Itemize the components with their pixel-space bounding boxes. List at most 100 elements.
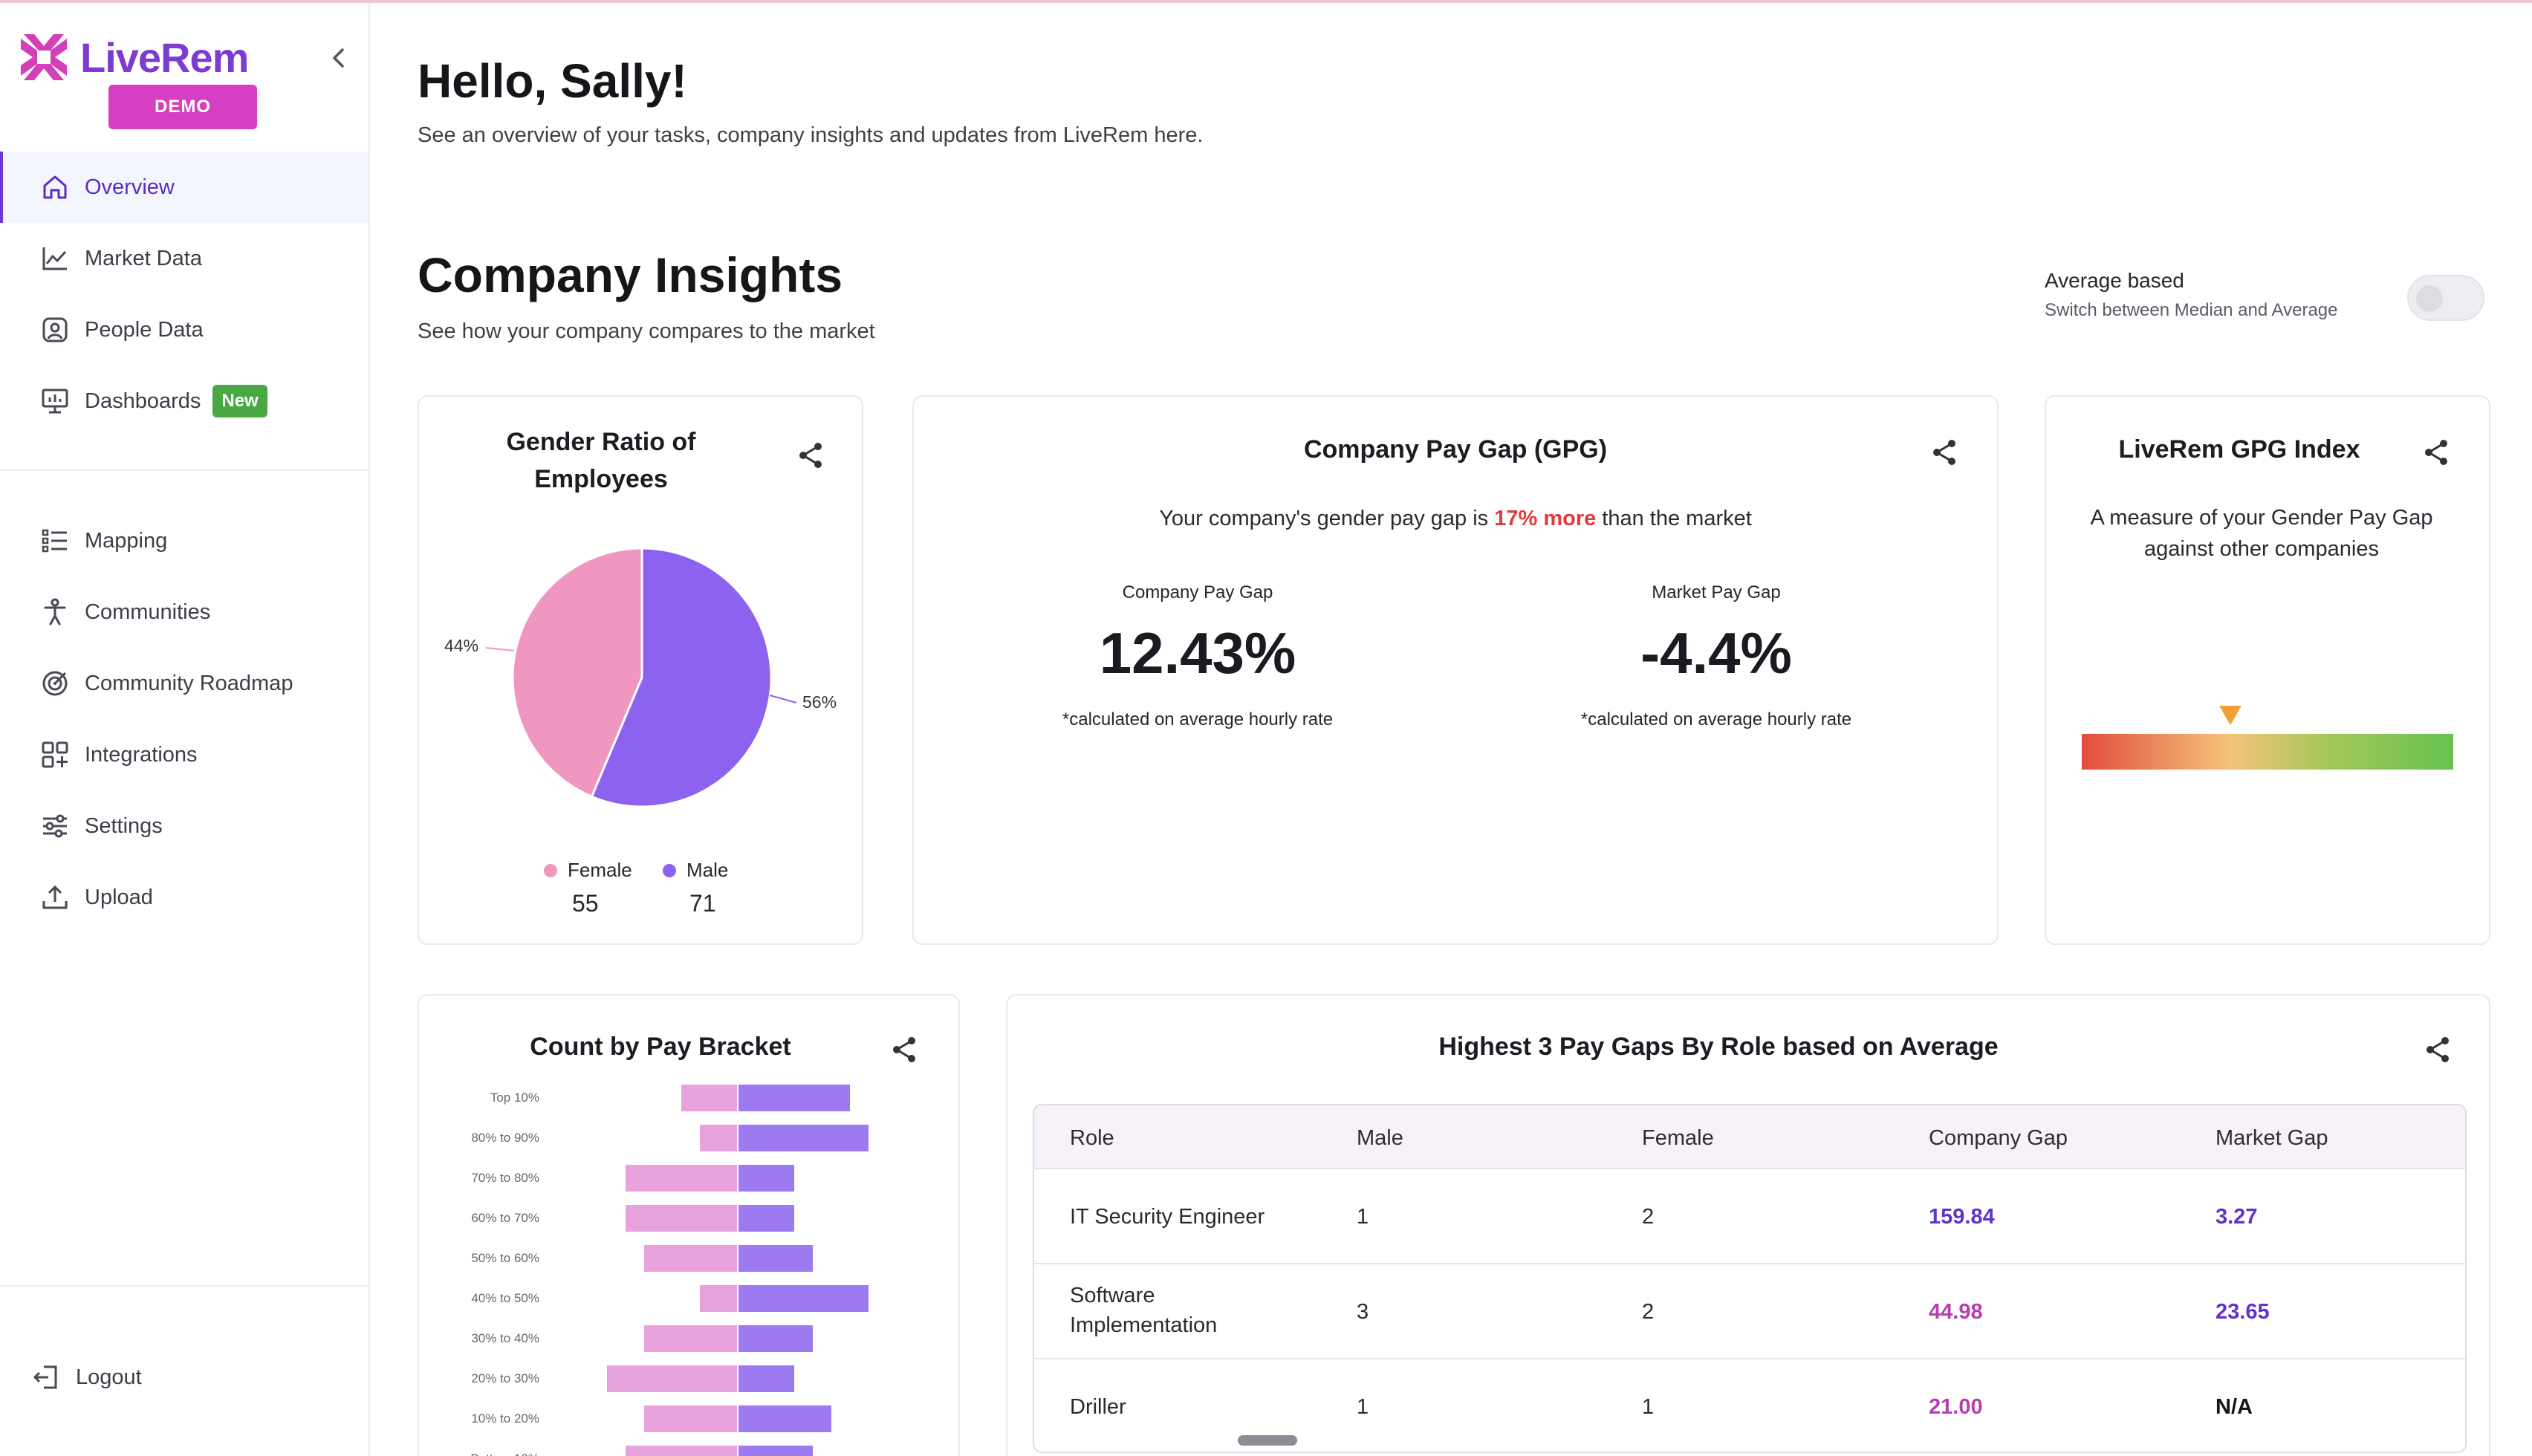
legend-label: Female — [568, 859, 632, 881]
sidebar-item-dashboards[interactable]: Dashboards New — [0, 365, 369, 437]
sidebar-item-label: Upload — [85, 885, 153, 909]
bracket-bar-female[interactable] — [700, 1125, 737, 1151]
bracket-bar-female[interactable] — [607, 1365, 737, 1392]
sidebar-item-label: Integrations — [85, 742, 198, 767]
role-cell: Driller — [1070, 1395, 1126, 1419]
female-cell: 2 — [1642, 1205, 1655, 1229]
horizontal-scroll-handle[interactable] — [1238, 1435, 1297, 1446]
share-button[interactable] — [1926, 434, 1963, 471]
sidebar-item-overview[interactable]: Overview — [0, 152, 369, 223]
role-line: Software — [1070, 1284, 1155, 1307]
bracket-bar-female[interactable] — [700, 1285, 737, 1312]
female-legend-dot — [544, 863, 557, 877]
card-title-line: Gender Ratio of — [506, 428, 696, 456]
average-median-toggle[interactable] — [2407, 275, 2484, 321]
sidebar-item-label: Communities — [85, 599, 211, 624]
column-header-market-gap[interactable]: Market Gap — [2216, 1126, 2328, 1150]
pay-bracket-card: Count by Pay Bracket Top 10% 80% to 90% 70… — [418, 994, 960, 1456]
sidebar-item-community-roadmap[interactable]: Community Roadmap — [0, 648, 369, 719]
bracket-bar-male[interactable] — [738, 1285, 869, 1312]
sidebar-item-integrations[interactable]: Integrations — [0, 719, 369, 790]
toggle-knob — [2416, 285, 2443, 312]
bracket-label: 50% to 60% — [471, 1251, 539, 1265]
sidebar-item-market-data[interactable]: Market Data — [0, 223, 369, 294]
bracket-bar-female[interactable] — [626, 1205, 737, 1232]
bracket-bar-female[interactable] — [626, 1446, 737, 1456]
person-badge-icon — [39, 313, 71, 346]
table-row[interactable]: IT Security Engineer 1 2 159.84 3.27 — [1034, 1169, 2465, 1264]
stat-label: Market Pay Gap — [1652, 582, 1781, 602]
toggle-label: Average based — [2045, 269, 2184, 292]
bracket-bar-male[interactable] — [738, 1446, 813, 1456]
share-button[interactable] — [2418, 434, 2455, 471]
bracket-label: 30% to 40% — [471, 1331, 539, 1345]
male-legend-dot — [663, 863, 676, 877]
table-row[interactable]: Driller 1 1 21.00 N/A — [1034, 1359, 2465, 1452]
bracket-bar-male[interactable] — [738, 1085, 850, 1111]
brand-logo[interactable]: LiveRem — [18, 31, 249, 83]
market-gap-cell: N/A — [2216, 1395, 2253, 1419]
bracket-bar-female[interactable] — [626, 1165, 737, 1192]
bracket-bar-male[interactable] — [738, 1405, 831, 1432]
bracket-bar-male[interactable] — [738, 1125, 869, 1151]
brand-name: LiveRem — [80, 33, 249, 81]
bracket-bar-female[interactable] — [681, 1085, 737, 1111]
share-button[interactable] — [792, 437, 829, 474]
sidebar-item-mapping[interactable]: Mapping — [0, 505, 369, 576]
column-header-role[interactable]: Role — [1070, 1126, 1114, 1150]
home-icon — [39, 171, 71, 204]
column-header-female[interactable]: Female — [1642, 1126, 1714, 1150]
sidebar-item-label: Market Data — [85, 246, 202, 270]
gpg-index-description: A measure of your Gender Pay Gap against… — [2090, 506, 2433, 561]
bracket-bar-male[interactable] — [738, 1165, 794, 1192]
liverem-logo-icon — [21, 34, 67, 80]
male-cell: 1 — [1357, 1395, 1369, 1419]
collapse-sidebar-button[interactable] — [322, 42, 355, 74]
bracket-bar-female[interactable] — [644, 1325, 737, 1352]
gpg-comparison-text: Your company's gender pay gap is 17% mor… — [914, 507, 1997, 531]
gender-pie-chart — [485, 547, 797, 808]
sidebar-item-communities[interactable]: Communities — [0, 576, 369, 648]
company-pay-gap-stat: Company Pay Gap 12.43% *calculated on av… — [990, 582, 1406, 730]
male-cell: 3 — [1357, 1300, 1369, 1324]
bracket-bar-female[interactable] — [644, 1245, 737, 1272]
female-count: 55 — [572, 890, 599, 917]
male-percent-label: 56% — [802, 692, 837, 712]
bracket-bar-female[interactable] — [644, 1405, 737, 1432]
stat-note: *calculated on average hourly rate — [1580, 709, 1852, 729]
sidebar-item-people-data[interactable]: People Data — [0, 294, 369, 365]
bracket-bar-male[interactable] — [738, 1365, 794, 1392]
bracket-bar-male[interactable] — [738, 1205, 794, 1232]
share-button[interactable] — [886, 1031, 923, 1068]
table-row[interactable]: Software Implementation 3 2 44.98 23.65 — [1034, 1264, 2465, 1359]
card-title: Count by Pay Bracket — [530, 1033, 791, 1061]
sidebar-item-label: Community Roadmap — [85, 671, 293, 695]
company-pay-gap-value: 12.43% — [1099, 620, 1296, 686]
pie-slice-male — [590, 547, 773, 808]
sidebar-divider — [0, 1285, 369, 1287]
female-percent-label: 44% — [444, 636, 479, 655]
pay-gaps-table: Role Male Female Company Gap Market Gap … — [1033, 1104, 2467, 1453]
share-icon — [2425, 440, 2447, 465]
share-button[interactable] — [2419, 1031, 2456, 1068]
bracket-bar-male[interactable] — [738, 1325, 813, 1352]
sidebar: LiveRem DEMO Overview Market Data People… — [0, 3, 370, 1456]
stat-label: Company Pay Gap — [1122, 582, 1273, 602]
pie-slice-female — [511, 547, 643, 799]
demo-badge: DEMO — [108, 85, 257, 129]
bracket-bar-male[interactable] — [738, 1245, 813, 1272]
column-header-company-gap[interactable]: Company Gap — [1929, 1126, 2068, 1150]
market-pay-gap-stat: Market Pay Gap -4.4% *calculated on aver… — [1508, 582, 1924, 730]
column-header-male[interactable]: Male — [1357, 1126, 1403, 1150]
logout-button[interactable]: Logout — [0, 1342, 369, 1413]
male-leader-line — [769, 695, 797, 703]
company-pay-gap-card: Company Pay Gap (GPG) Your company's gen… — [912, 395, 1999, 945]
company-gap-cell: 44.98 — [1929, 1300, 1983, 1324]
main-content: Hello, Sally! See an overview of your ta… — [371, 0, 2532, 1456]
market-pay-gap-value: -4.4% — [1640, 620, 1792, 686]
bracket-label: 10% to 20% — [471, 1411, 539, 1426]
sidebar-item-upload[interactable]: Upload — [0, 862, 369, 933]
market-gap-cell: 23.65 — [2216, 1300, 2270, 1324]
share-icon — [1933, 440, 1955, 465]
sidebar-item-settings[interactable]: Settings — [0, 790, 369, 862]
